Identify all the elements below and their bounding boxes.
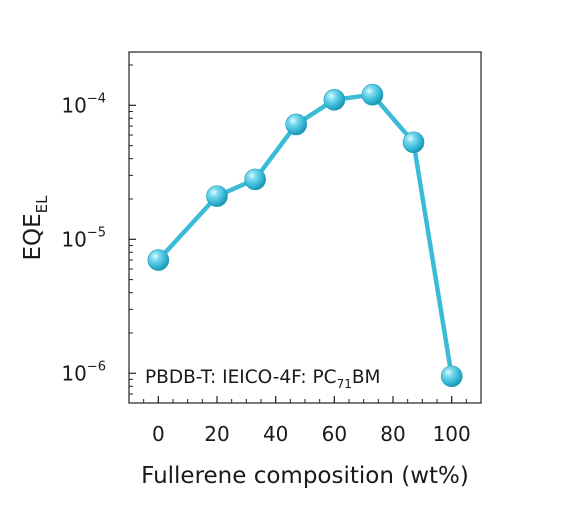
x-tick-label: 0: [152, 422, 165, 446]
data-point: [361, 83, 384, 106]
x-tick-label: 40: [263, 422, 288, 446]
y-tick-label: 10−5: [61, 225, 106, 251]
data-point: [244, 168, 266, 191]
y-axis-label: EQEEL: [20, 195, 51, 261]
x-major-ticks: 0 20 40 60 80 100: [152, 396, 471, 446]
y-ticks: 10−6 10−5 10−4: [61, 64, 136, 404]
data-point: [323, 88, 346, 111]
x-tick-label: 20: [204, 422, 229, 446]
x-tick-label: 60: [322, 422, 347, 446]
x-tick-label: 80: [380, 422, 405, 446]
x-tick-label: 100: [433, 422, 471, 446]
annotation-prefix: PBDB-T: IEICO-4F: PC: [145, 367, 337, 388]
data-point: [285, 113, 308, 136]
data-point: [402, 131, 425, 154]
y-tick-label: 10−6: [61, 359, 106, 385]
annotation-subscript: 71: [337, 377, 352, 391]
composition-annotation: PBDB-T: IEICO-4F: PC71BM: [145, 367, 381, 391]
y-tick-label: 10−4: [61, 91, 106, 117]
annotation-suffix: BM: [352, 367, 381, 388]
x-axis-label: Fullerene composition (wt%): [141, 463, 469, 489]
data-point: [206, 185, 228, 207]
y-axis-label-main: EQE: [20, 213, 46, 260]
data-point: [440, 365, 463, 388]
data-points: [147, 83, 463, 388]
y-axis-label-sub: EL: [33, 195, 51, 213]
data-point: [147, 249, 170, 271]
